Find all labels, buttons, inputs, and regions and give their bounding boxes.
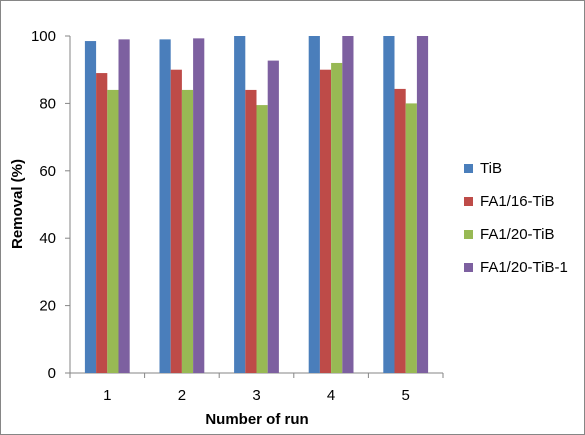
bar	[308, 36, 320, 373]
bar	[331, 62, 343, 374]
legend-swatch	[464, 197, 473, 206]
bar	[267, 60, 279, 373]
bar	[319, 69, 332, 373]
legend: TiB FA1/16-TiB FA1/20-TiB FA1/20-TiB-1	[464, 160, 568, 276]
bar	[96, 73, 108, 373]
legend-label: FA1/20-TiB	[480, 226, 554, 243]
bar	[256, 105, 268, 374]
x-tick-label: 2	[178, 387, 186, 404]
legend-swatch	[464, 230, 473, 239]
bar	[394, 88, 406, 373]
y-tick-label: 80	[39, 95, 56, 112]
x-tick-label: 5	[402, 387, 410, 404]
legend-label: FA1/16-TiB	[480, 193, 554, 210]
x-axis-title: Number of run	[205, 411, 308, 428]
bar	[84, 41, 97, 374]
legend-swatch	[464, 263, 473, 272]
x-tick-label: 4	[327, 387, 335, 404]
bar	[170, 69, 182, 373]
y-axis-title: Removal (%)	[9, 159, 26, 249]
bar	[383, 36, 395, 373]
bar	[234, 36, 246, 373]
y-tick-label: 20	[39, 298, 56, 315]
bar	[107, 89, 119, 374]
y-tick-label: 40	[39, 230, 56, 247]
bar	[245, 89, 257, 374]
y-tick-label: 60	[39, 163, 56, 180]
y-tick-label: 0	[48, 365, 56, 382]
x-tick-label: 3	[252, 387, 260, 404]
bar	[181, 89, 194, 374]
legend-label: TiB	[480, 160, 502, 177]
legend-swatch	[464, 164, 473, 173]
bar	[342, 36, 354, 373]
bar	[416, 36, 429, 373]
x-tick-label: 1	[103, 387, 111, 404]
bar	[118, 39, 130, 374]
bar	[405, 103, 417, 374]
y-tick-label: 100	[31, 28, 56, 45]
legend-label: FA1/20-TiB-1	[480, 259, 568, 276]
bar	[193, 38, 205, 373]
bar	[159, 39, 171, 374]
